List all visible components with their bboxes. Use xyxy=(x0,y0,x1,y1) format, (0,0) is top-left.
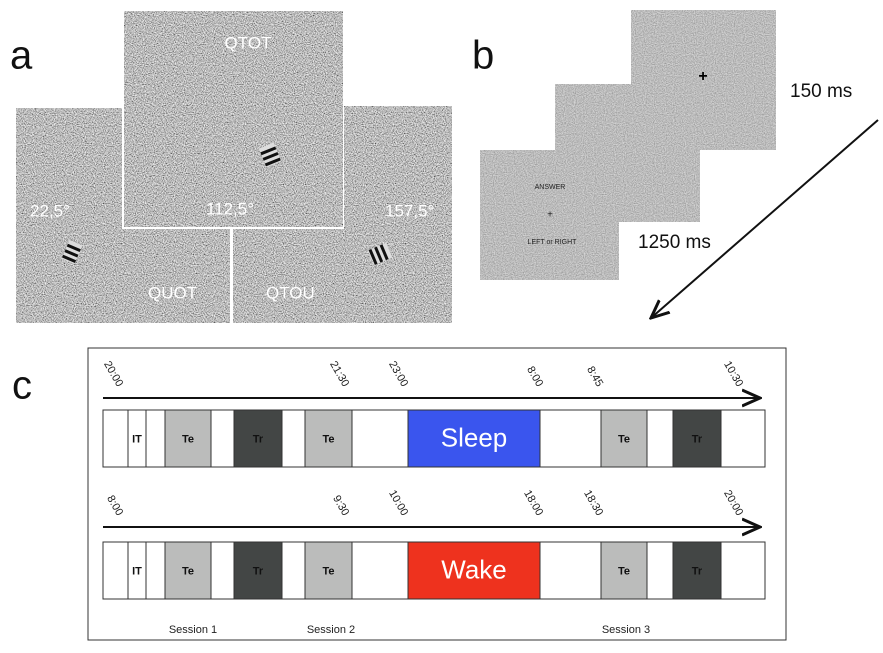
segment-label: Tr xyxy=(692,433,703,445)
screen-front: ANSWER + LEFT or RIGHT xyxy=(480,150,619,280)
segment-label: Wake xyxy=(441,554,507,584)
timelines: 20:00 21:30 23:00 8:00 8:45 10:30 IT Te Tr Te Slee… xyxy=(101,359,765,599)
time-label: 18:00 xyxy=(521,488,545,518)
time-label: 21:30 xyxy=(327,359,351,389)
segment-label: Tr xyxy=(253,433,264,445)
screen-text: + xyxy=(547,210,553,221)
segment-label: IT xyxy=(132,565,142,577)
segment-label: IT xyxy=(132,433,142,445)
time-label: 23:00 xyxy=(386,359,410,389)
time-label: 8:00 xyxy=(104,493,125,518)
angle-label: 22,5° xyxy=(30,201,70,220)
time-label: 20:00 xyxy=(721,488,745,518)
time-label: 9:30 xyxy=(330,493,351,518)
panel-label: a xyxy=(10,34,33,78)
segment-label: Tr xyxy=(692,565,703,577)
panel-label: b xyxy=(472,34,494,78)
segment-label: Te xyxy=(182,565,194,577)
duration-label: 150 ms xyxy=(790,81,852,102)
angle-label: 157,5° xyxy=(385,201,434,220)
time-label: 10:00 xyxy=(386,488,410,518)
time-label: 8:45 xyxy=(584,364,605,389)
figure: a 22,5° QUOT 157,5° QTOU QTOT 112,5° b +… xyxy=(0,0,883,653)
session-label: Session 3 xyxy=(602,624,650,636)
session-label: Session 1 xyxy=(169,624,217,636)
time-label: 10:30 xyxy=(721,359,745,389)
segment-label: Te xyxy=(618,565,630,577)
stimulus-label: QTOU xyxy=(266,283,315,302)
stimulus-label: QTOT xyxy=(225,33,272,52)
svg-text:+: + xyxy=(698,68,707,85)
time-label: 18:30 xyxy=(581,488,605,518)
segment-label: Te xyxy=(182,433,194,445)
segment-label: Sleep xyxy=(441,422,508,452)
time-label: 8:00 xyxy=(524,364,545,389)
panel-label: c xyxy=(12,364,32,408)
stimulus-label: QUOT xyxy=(148,283,197,302)
stimulus-center: QTOT 112,5° xyxy=(122,10,344,229)
segment-label: Te xyxy=(618,433,630,445)
duration-label: 1250 ms xyxy=(638,232,711,253)
angle-label: 112,5° xyxy=(206,199,254,218)
screen-text: LEFT or RIGHT xyxy=(528,239,578,246)
session-label: Session 2 xyxy=(307,624,355,636)
segment-label: Te xyxy=(322,433,334,445)
segment-label: Tr xyxy=(253,565,264,577)
segment-label: Te xyxy=(322,565,334,577)
time-label: 20:00 xyxy=(101,359,125,389)
screen-text: ANSWER xyxy=(535,184,566,191)
